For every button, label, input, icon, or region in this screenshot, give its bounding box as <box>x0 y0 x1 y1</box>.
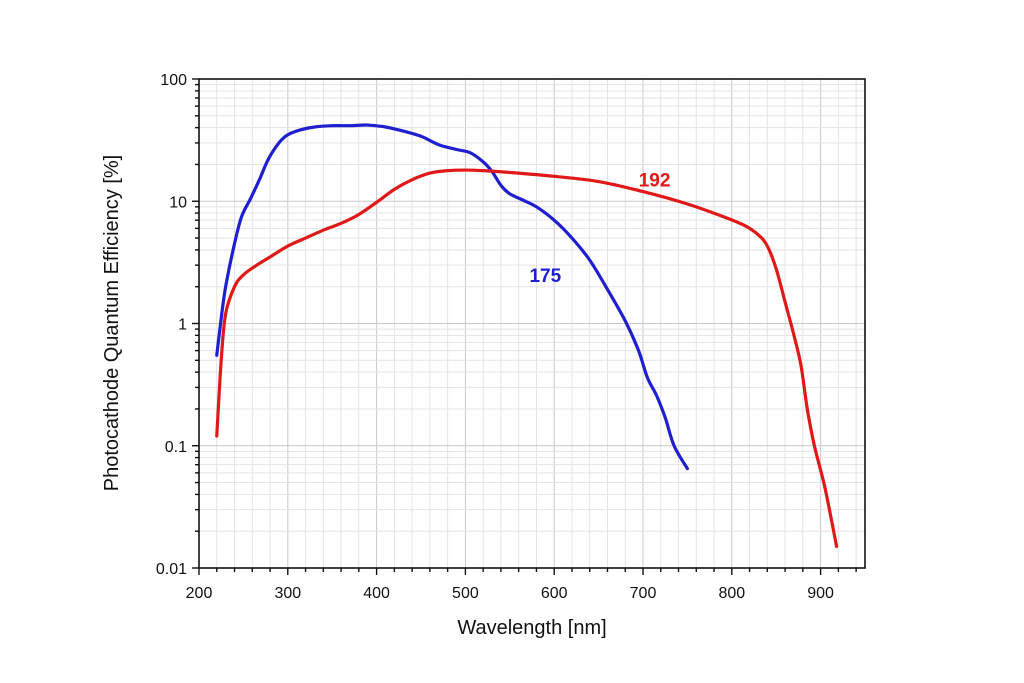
series-layer <box>215 123 839 549</box>
x-axis-label: Wavelength [nm] <box>457 617 606 639</box>
series-line-175 <box>215 123 689 471</box>
x-tick-label: 800 <box>718 585 745 602</box>
x-tick-label: 700 <box>630 585 657 602</box>
x-tick-label: 900 <box>807 585 834 602</box>
grid-layer <box>199 79 865 568</box>
x-tick-label: 300 <box>274 585 301 602</box>
series-line-192 <box>215 168 839 549</box>
y-axis-label: Photocathode Quantum Efficiency [%] <box>101 155 123 492</box>
series-labels: 175 192 <box>529 171 670 287</box>
series-label-192: 192 <box>639 171 671 192</box>
x-tick-label: 500 <box>452 585 479 602</box>
y-tick-label: 0.01 <box>156 561 187 578</box>
x-tick-label: 400 <box>363 585 390 602</box>
y-tick-label: 0.1 <box>165 439 187 456</box>
x-tick-label: 200 <box>186 585 213 602</box>
series-label-175: 175 <box>529 266 561 287</box>
y-tick-label: 100 <box>160 72 187 89</box>
y-tick-label: 1 <box>178 317 187 334</box>
y-tick-labels: 0.01 0.1 1 10 100 <box>156 72 187 578</box>
tick-layer <box>192 78 857 575</box>
x-tick-label: 600 <box>541 585 568 602</box>
x-tick-labels: 200 300 400 500 600 700 800 900 <box>186 585 834 602</box>
y-tick-label: 10 <box>169 194 187 211</box>
